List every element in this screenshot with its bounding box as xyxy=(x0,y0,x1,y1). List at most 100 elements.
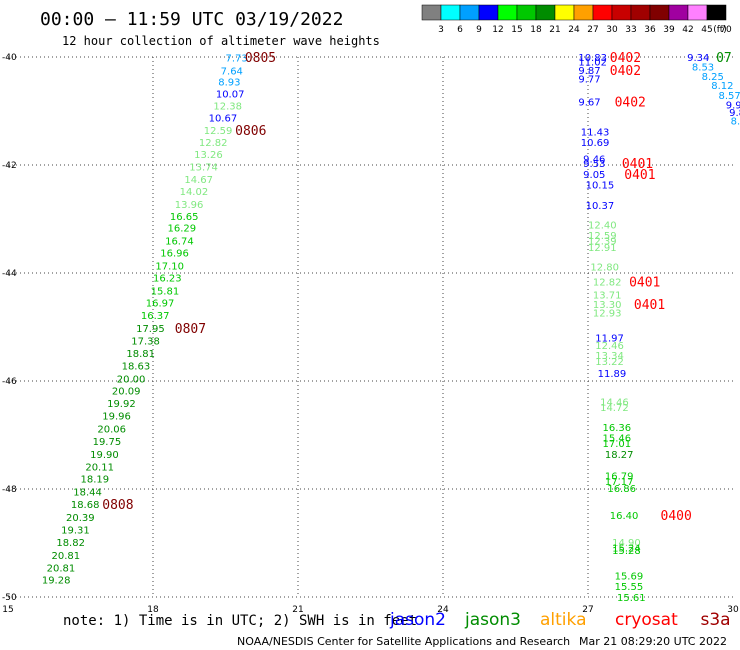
wave-height-value: 18.44 xyxy=(73,488,102,499)
wave-height-value: 18.27 xyxy=(605,450,634,461)
wave-height-value: 10.07 xyxy=(216,90,245,101)
wave-height-value: 9.34 xyxy=(687,53,709,64)
colorbar-label: 9 xyxy=(476,25,482,35)
satellite-legend: jason2 jason3 altika cryosat s3a xyxy=(389,610,731,630)
wave-height-value: 9.67 xyxy=(578,97,600,108)
wave-height-value: 12.93 xyxy=(593,308,622,319)
wave-height-value: 9.87 xyxy=(578,66,600,77)
pass-time-label: 07 xyxy=(716,51,732,66)
colorbar-label: 36 xyxy=(644,25,656,35)
wave-height-value: 17.10 xyxy=(155,261,184,272)
wave-height-value: 14.67 xyxy=(184,175,213,186)
pass-time-label: 0401 xyxy=(634,298,665,313)
wave-height-value: 20.00 xyxy=(117,374,146,385)
wave-height-value: 20.81 xyxy=(52,551,81,562)
wave-height-value: 10.67 xyxy=(209,113,238,124)
wave-height-value: 15.69 xyxy=(615,571,644,582)
wave-height-value: 16.29 xyxy=(168,224,197,235)
x-tick-label: 24 xyxy=(437,605,449,615)
wave-height-value: 9.98 xyxy=(726,101,740,112)
pass-time-label: 0401 xyxy=(629,276,660,291)
x-tick-label: 15 xyxy=(2,605,13,615)
y-tick-label: -46 xyxy=(2,377,17,387)
y-tick-label: -50 xyxy=(2,593,17,603)
pass-time-label: 0400 xyxy=(661,509,692,524)
wave-height-colorbar: 3 6 9 12 15 18 21 24 27 30 33 36 39 42 45 70(ft) xyxy=(421,4,732,35)
wave-height-value: 10.37 xyxy=(586,201,615,212)
wave-height-value: 12.39 xyxy=(588,237,617,248)
wave-height-value: 12.59 xyxy=(588,231,617,242)
wave-height-value: 12.46 xyxy=(595,341,624,352)
wave-height-value: 15.28 xyxy=(612,546,641,557)
colorbar-label: 33 xyxy=(625,25,636,35)
wave-height-value: 9.77 xyxy=(578,75,600,86)
wave-height-value: 19.28 xyxy=(42,576,71,587)
wave-height-value: 13.74 xyxy=(189,163,218,174)
wave-height-value: 13.22 xyxy=(595,357,624,368)
wave-height-value: 15.24 xyxy=(612,543,641,554)
satellite-legend-item: altika xyxy=(540,610,587,630)
wave-height-value: 8.57 xyxy=(719,91,740,102)
wave-height-value: 11.43 xyxy=(581,128,610,139)
wave-height-value: 20.06 xyxy=(97,425,126,436)
wave-height-value: 12.82 xyxy=(199,138,228,149)
satellite-legend-item: jason3 xyxy=(464,610,521,630)
plot-area: 15 18 21 24 27 30 -40 -42 -44 -46 -48 -50 xyxy=(2,53,739,615)
colorbar-unit: (ft) xyxy=(713,25,727,35)
wave-height-value: 20.09 xyxy=(112,387,141,398)
colorbar-swatch xyxy=(497,4,518,21)
wave-height-value: 12.80 xyxy=(590,263,619,274)
colorbar-label: 27 xyxy=(587,25,598,35)
x-tick-label: 18 xyxy=(147,605,159,615)
wave-height-value: 16.40 xyxy=(610,511,639,522)
wave-height-value: 17.01 xyxy=(603,439,632,450)
wave-height-value: 11.02 xyxy=(578,57,607,68)
wave-height-value: 9.84 xyxy=(729,108,740,119)
colorbar-label: 12 xyxy=(492,25,503,35)
wave-height-value: 9.05 xyxy=(583,170,605,181)
wave-height-value: 19.90 xyxy=(90,450,119,461)
colorbar-label: 15 xyxy=(511,25,522,35)
colorbar-label: 3 xyxy=(438,25,444,35)
x-tick-label: 27 xyxy=(582,605,593,615)
wave-height-value: 13.34 xyxy=(595,351,624,362)
wave-height-value: 18.68 xyxy=(71,500,100,511)
colorbar-swatch xyxy=(687,4,708,21)
colorbar-swatch xyxy=(459,4,480,21)
colorbar-swatch xyxy=(535,4,556,21)
pass-time-label: 0402 xyxy=(610,64,641,79)
wave-height-value: 16.37 xyxy=(141,311,170,322)
wave-height-value: 20.11 xyxy=(85,462,114,473)
wave-height-value: 17.38 xyxy=(131,337,160,348)
footer-note: note: 1) Time is in UTC; 2) SWH is in fe… xyxy=(63,613,417,629)
wave-height-value: 18.19 xyxy=(81,475,110,486)
wave-height-value: 8.25 xyxy=(702,72,724,83)
wave-height-value: 15.81 xyxy=(151,286,180,297)
chart-subtitle: 12 hour collection of altimeter wave hei… xyxy=(62,34,380,48)
colorbar-label: 18 xyxy=(530,25,542,35)
colorbar-swatch xyxy=(421,4,442,21)
wave-height-value: 14.90 xyxy=(612,538,641,549)
wave-height-value: 14.02 xyxy=(180,187,209,198)
colorbar-swatch xyxy=(630,4,651,21)
wave-height-value: 20.39 xyxy=(66,513,95,524)
y-tick-label: -48 xyxy=(2,485,17,495)
colorbar-label: 24 xyxy=(568,25,580,35)
wave-height-value: 17.17 xyxy=(605,477,634,488)
wave-height-value: 8.93 xyxy=(218,77,240,88)
colorbar-label: 6 xyxy=(457,25,463,35)
wave-height-value: 9.53 xyxy=(583,159,605,170)
wave-height-value: 19.31 xyxy=(61,526,90,537)
wave-height-value: 15.46 xyxy=(603,434,632,445)
y-tick-label: -40 xyxy=(2,53,17,63)
colorbar-label: 42 xyxy=(682,25,693,35)
satellite-legend-item: cryosat xyxy=(615,610,678,630)
wave-height-value: 16.97 xyxy=(146,299,175,310)
pass-time-label: 0401 xyxy=(624,168,655,183)
satellite-legend-item: s3a xyxy=(701,610,731,630)
colorbar-swatch xyxy=(611,4,632,21)
wave-height-value: 13.71 xyxy=(593,291,622,302)
chart-title: 00:00 – 11:59 UTC 03/19/2022 xyxy=(40,9,343,30)
wave-height-value: 8.4 xyxy=(731,117,740,128)
